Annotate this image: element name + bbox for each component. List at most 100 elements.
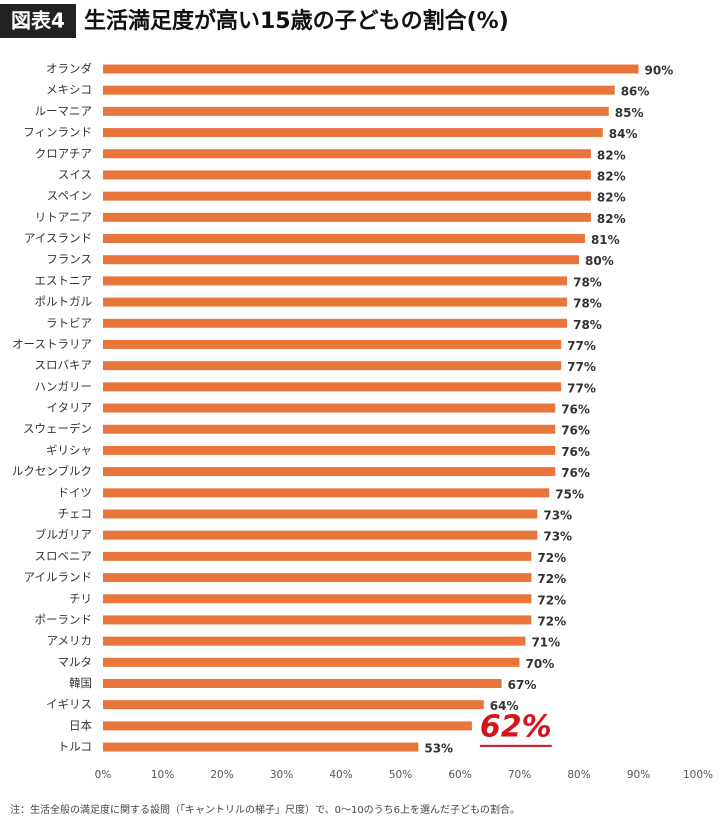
value-label: 75% — [555, 487, 584, 501]
y-tick-label: トルコ — [58, 740, 92, 754]
y-tick-label: アイルランド — [24, 570, 92, 584]
y-tick-label: チェコ — [58, 506, 93, 520]
bar — [103, 128, 603, 138]
bar — [103, 276, 568, 286]
value-label: 77% — [567, 360, 596, 374]
bar — [103, 318, 568, 328]
value-label: 90% — [645, 64, 674, 78]
bar — [103, 234, 585, 244]
value-label: 72% — [537, 572, 566, 586]
value-label: 82% — [597, 148, 626, 162]
value-label: 72% — [537, 593, 566, 607]
value-label: 72% — [537, 551, 566, 565]
bar — [103, 467, 556, 477]
value-label: 82% — [597, 212, 626, 226]
y-tick-label: ハンガリー — [35, 379, 93, 393]
y-tick-label: スウェーデン — [23, 422, 92, 436]
y-tick-label: 日本 — [69, 718, 92, 732]
y-tick-label: オーストラリア — [12, 337, 92, 351]
bar — [103, 212, 591, 222]
x-tick-label: 0% — [95, 769, 112, 781]
value-label: 73% — [543, 530, 572, 544]
value-label: 80% — [585, 254, 614, 268]
bar — [103, 509, 538, 519]
value-label: 81% — [591, 233, 620, 247]
bar — [103, 445, 556, 455]
y-tick-label: ポーランド — [35, 612, 93, 626]
badge-bg — [0, 4, 76, 38]
bar — [103, 573, 532, 583]
value-label: 76% — [561, 403, 590, 417]
value-label: 70% — [526, 657, 555, 671]
bar — [103, 594, 532, 604]
y-tick-label: ルーマニア — [35, 104, 93, 118]
value-label: 76% — [561, 445, 590, 459]
y-tick-label: スペイン — [47, 189, 92, 203]
value-label: 77% — [567, 381, 596, 395]
bar — [103, 297, 568, 307]
y-tick-label: イギリス — [46, 697, 92, 711]
bar — [103, 255, 579, 265]
y-tick-label: ポルトガル — [35, 295, 93, 309]
x-tick-label: 90% — [627, 769, 650, 781]
y-tick-label: アメリカ — [47, 634, 92, 648]
value-label: 78% — [573, 318, 602, 332]
value-label: 77% — [567, 339, 596, 353]
bar — [103, 361, 562, 371]
y-tick-label: スロバキア — [35, 358, 93, 372]
y-tick-label: メキシコ — [46, 83, 92, 97]
bar — [103, 339, 562, 349]
bar — [103, 700, 484, 710]
y-tick-label: スロベニア — [35, 549, 93, 563]
value-label: 64% — [490, 699, 519, 713]
value-label: 73% — [543, 508, 572, 522]
y-tick-label: ドイツ — [58, 485, 93, 499]
y-tick-label: チリ — [69, 591, 92, 605]
value-label: 76% — [561, 466, 590, 480]
value-label: 71% — [531, 636, 560, 650]
value-label: 86% — [621, 85, 650, 99]
note: 注：生活全般の満足度に関する設問（「キャントリルの梯子」尺度）で、0〜10のうち… — [10, 803, 520, 816]
bar — [103, 530, 538, 540]
value-label: 85% — [615, 106, 644, 120]
value-label: 82% — [597, 191, 626, 205]
x-tick-label: 70% — [508, 769, 531, 781]
x-tick-label: 30% — [270, 769, 293, 781]
value-label: 84% — [609, 127, 638, 141]
bar — [103, 679, 502, 689]
y-tick-label: イタリア — [46, 401, 92, 415]
bar — [103, 615, 532, 625]
y-tick-label: クロアチア — [35, 146, 92, 160]
y-tick-label: フランス — [46, 252, 92, 266]
y-tick-label: マルタ — [58, 655, 93, 669]
x-tick-label: 20% — [210, 769, 233, 781]
bar — [103, 64, 639, 74]
y-tick-label: オランダ — [46, 62, 92, 76]
x-tick-label: 80% — [567, 769, 590, 781]
badge: 図表4 — [11, 9, 65, 33]
y-tick-label: ラトビア — [46, 316, 92, 330]
y-tick-label: スイス — [58, 167, 92, 181]
bar — [103, 85, 615, 95]
bar — [103, 403, 556, 413]
bar — [103, 636, 526, 646]
y-tick-label: リトアニア — [35, 210, 92, 224]
value-label: 53% — [424, 742, 453, 756]
bar — [103, 170, 591, 180]
value-label: 82% — [597, 169, 626, 183]
x-tick-label: 100% — [683, 769, 713, 781]
y-tick-label: ブルガリア — [35, 528, 92, 542]
value-label: 67% — [508, 678, 537, 692]
value-label: 78% — [573, 297, 602, 311]
value-label-highlight: 62% — [480, 709, 552, 744]
bar — [103, 657, 520, 667]
bar — [103, 742, 419, 752]
y-tick-label: エストニア — [35, 273, 93, 287]
value-label: 78% — [573, 275, 602, 289]
y-tick-label: フィンランド — [23, 125, 92, 139]
chart-title: 生活満足度が高い15歳の子どもの割合(%) — [84, 8, 509, 34]
x-tick-label: 10% — [151, 769, 174, 781]
bar — [103, 424, 556, 434]
y-tick-label: 韓国 — [69, 676, 92, 690]
